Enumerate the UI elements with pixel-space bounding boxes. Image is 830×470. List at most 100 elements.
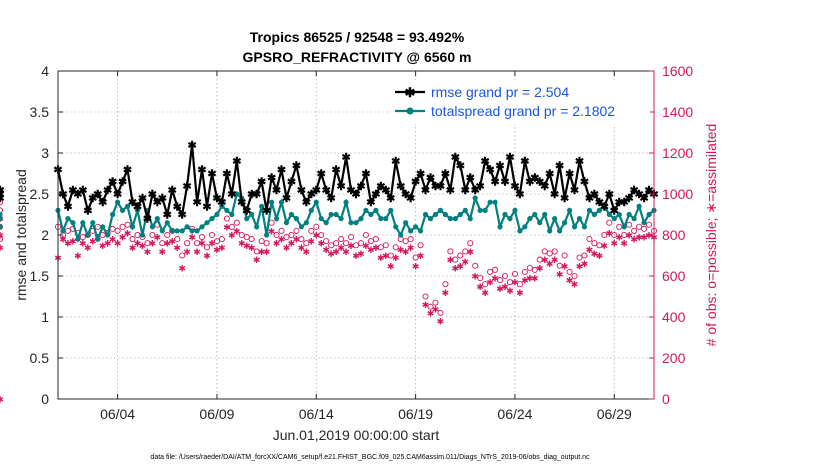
obs-possible-point xyxy=(477,274,484,282)
obs-assimilated-point: ✱ xyxy=(581,259,589,269)
rmse-point: ✱ xyxy=(426,173,435,185)
obs-assimilated-point: ✱ xyxy=(163,239,171,249)
obs-assimilated-point: ✱ xyxy=(452,263,460,273)
obs-assimilated-point: ✱ xyxy=(491,274,499,284)
obs-possible-point xyxy=(407,236,414,243)
totalspread-point xyxy=(194,228,200,234)
obs-assimilated-point: ✱ xyxy=(238,239,246,249)
obs-possible-point xyxy=(308,227,315,234)
rmse-point: ✱ xyxy=(237,197,246,209)
rmse-point: ✱ xyxy=(98,197,107,209)
rmse-point: ✱ xyxy=(103,185,112,197)
obs-assimilated-point: ✱ xyxy=(486,278,494,288)
obs-assimilated-point: ✱ xyxy=(173,243,181,253)
obs-possible-point xyxy=(223,215,230,222)
rmse-point: ✱ xyxy=(575,156,584,168)
totalspread-point xyxy=(268,199,275,205)
obs-possible-point xyxy=(79,233,86,241)
rmse-point: ✱ xyxy=(78,185,87,197)
obs-possible-point xyxy=(283,233,290,241)
totalspread-point xyxy=(383,216,389,222)
obs-assimilated-point: ✱ xyxy=(412,261,420,271)
obs-assimilated-point: ✱ xyxy=(511,278,519,288)
y-right-tick-label: 200 xyxy=(662,350,686,366)
obs-possible-point xyxy=(501,272,509,280)
obs-assimilated-point: ✱ xyxy=(258,247,266,257)
totalspread-point xyxy=(348,220,354,226)
rmse-point: ✱ xyxy=(356,181,365,193)
obs-assimilated-point: ✱ xyxy=(407,243,415,253)
rmse-point: ✱ xyxy=(317,169,326,181)
rmse-point: ✱ xyxy=(158,193,167,205)
rmse-point: ✱ xyxy=(282,193,291,205)
totalspread-point xyxy=(189,228,195,234)
rmse-point: ✱ xyxy=(346,185,355,197)
totalspread-point xyxy=(224,207,230,213)
totalspread-point xyxy=(621,224,627,230)
rmse-point: ✱ xyxy=(302,197,311,209)
totalspread-point xyxy=(219,203,225,209)
obs-possible-point xyxy=(412,254,419,261)
y-right-tick-label: 1000 xyxy=(662,186,693,202)
obs-assimilated-point: ✱ xyxy=(183,247,191,257)
totalspread-point xyxy=(124,203,131,209)
totalspread-point xyxy=(149,224,155,230)
totalspread-point xyxy=(398,232,404,238)
totalspread-point xyxy=(264,232,270,238)
rmse-point: ✱ xyxy=(88,193,97,205)
rmse-point: ✱ xyxy=(68,185,77,197)
totalspread-point xyxy=(169,228,175,234)
totalspread-point xyxy=(532,211,538,218)
obs-assimilated-point: ✱ xyxy=(283,243,291,253)
obs-possible-point xyxy=(203,244,211,251)
obs-possible-point xyxy=(198,233,206,241)
rmse-point: ✱ xyxy=(212,193,221,205)
obs-possible-point xyxy=(636,223,643,230)
obs-assimilated-point: ✱ xyxy=(576,261,584,271)
obs-assimilated-point: ✱ xyxy=(630,235,638,245)
obs-assimilated-point: ✱ xyxy=(615,233,623,243)
totalspread-point xyxy=(477,207,483,213)
totalspread-point xyxy=(85,232,91,238)
rmse-point: ✱ xyxy=(297,185,306,197)
obs-possible-point xyxy=(566,268,573,275)
obs-assimilated-point: ✱ xyxy=(496,284,504,294)
rmse-point: ✱ xyxy=(361,169,370,181)
obs-assimilated-point: ✱ xyxy=(392,253,400,263)
obs-possible-point xyxy=(487,268,494,275)
obs-assimilated-point: ✱ xyxy=(168,237,176,247)
rmse-point: ✱ xyxy=(481,156,490,168)
obs-assimilated-point: ✱ xyxy=(114,239,122,249)
obs-possible-point xyxy=(333,240,340,247)
rmse-point: ✱ xyxy=(83,205,92,217)
x-tick-label: 06/19 xyxy=(398,406,433,422)
obs-possible-point xyxy=(184,240,191,247)
obs-possible-point xyxy=(313,223,320,230)
rmse-point: ✱ xyxy=(312,185,321,197)
obs-possible-point xyxy=(641,225,648,232)
obs-assimilated-point: ✱ xyxy=(481,288,489,298)
rmse-point: ✱ xyxy=(401,189,410,201)
obs-possible-point xyxy=(149,231,156,239)
rmse-point: ✱ xyxy=(173,201,182,213)
obs-assimilated-point: ✱ xyxy=(154,233,162,243)
rmse-point: ✱ xyxy=(327,193,336,205)
totalspread-point xyxy=(254,224,260,230)
obs-assimilated-point: ✱ xyxy=(586,245,594,255)
totalspread-point xyxy=(214,211,220,218)
obs-possible-point xyxy=(432,299,439,306)
obs-possible-point xyxy=(64,227,71,234)
x-axis-label: Jun.01,2019 00:00:00 start xyxy=(273,427,440,443)
totalspread-point xyxy=(497,224,503,230)
totalspread-point xyxy=(557,228,563,234)
obs-assimilated-point: ✱ xyxy=(0,395,4,405)
rmse-point: ✱ xyxy=(336,181,345,193)
rmse-point: ✱ xyxy=(222,169,231,181)
rmse-point: ✱ xyxy=(307,189,316,201)
rmse-point: ✱ xyxy=(178,210,187,222)
obs-possible-point xyxy=(323,238,330,245)
rmse-point: ✱ xyxy=(183,181,192,193)
y-left-tick-label: 2.5 xyxy=(30,186,50,202)
y-left-tick-label: 3.5 xyxy=(30,104,50,120)
